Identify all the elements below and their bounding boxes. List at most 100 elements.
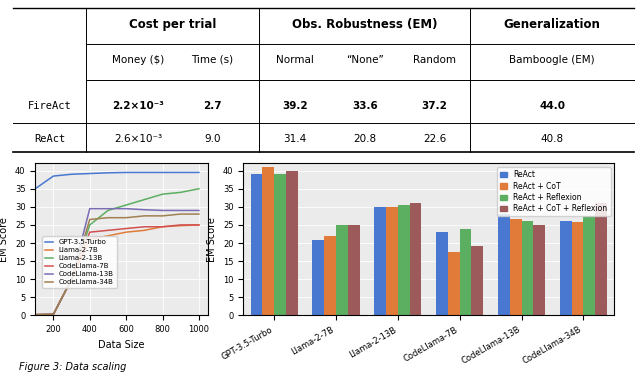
GPT-3.5-Turbo — [141, 170, 148, 175]
GPT-3.5-Turbo — [195, 170, 203, 175]
CodeLlama-13B — [104, 206, 112, 211]
CodeLlama-7B — [86, 230, 93, 234]
CodeLlama-34B — [104, 215, 112, 220]
Llama-2-13B — [195, 187, 203, 191]
Llama-2-7B — [177, 223, 184, 228]
Llama-2-7B — [68, 277, 76, 282]
Text: 2.6×10⁻³: 2.6×10⁻³ — [114, 134, 163, 144]
Text: 31.4: 31.4 — [284, 134, 307, 144]
CodeLlama-34B — [177, 212, 184, 216]
Llama-2-13B — [177, 190, 184, 195]
Text: Time (s): Time (s) — [191, 55, 234, 65]
Bar — [522, 221, 533, 315]
CodeLlama-13B — [122, 206, 130, 211]
Text: ReAct: ReAct — [34, 134, 65, 144]
CodeLlama-34B — [141, 214, 148, 218]
CodeLlama-7B — [68, 277, 76, 282]
Bar — [498, 214, 510, 315]
CodeLlama-13B — [68, 277, 76, 282]
CodeLlama-7B — [177, 223, 184, 227]
Bar — [572, 222, 584, 315]
CodeLlama-7B — [104, 228, 112, 233]
Text: 9.0: 9.0 — [204, 134, 221, 144]
CodeLlama-34B — [86, 217, 93, 222]
CodeLlama-34B — [31, 312, 39, 317]
Llama-2-7B — [159, 225, 166, 229]
GPT-3.5-Turbo — [104, 171, 112, 175]
Text: 2.2×10⁻³: 2.2×10⁻³ — [112, 101, 164, 111]
CodeLlama-7B — [31, 312, 39, 317]
Bar — [336, 225, 348, 315]
Y-axis label: EM Score: EM Score — [207, 217, 218, 262]
Llama-2-7B — [86, 237, 93, 242]
Bar — [251, 174, 262, 315]
Llama-2-7B — [31, 312, 39, 317]
Llama-2-7B — [195, 223, 203, 227]
Y-axis label: EM Score: EM Score — [0, 217, 10, 262]
CodeLlama-34B — [159, 214, 166, 218]
Bar — [533, 225, 545, 315]
CodeLlama-7B — [49, 312, 57, 317]
Text: 39.2: 39.2 — [282, 101, 308, 111]
CodeLlama-34B — [195, 212, 203, 216]
Text: 2.7: 2.7 — [204, 101, 222, 111]
Line: Llama-2-13B: Llama-2-13B — [35, 189, 199, 315]
Bar — [584, 216, 595, 315]
CodeLlama-34B — [68, 277, 76, 282]
Line: GPT-3.5-Turbo: GPT-3.5-Turbo — [35, 173, 199, 189]
Bar — [460, 229, 472, 315]
CodeLlama-13B — [86, 206, 93, 211]
CodeLlama-13B — [31, 312, 39, 317]
CodeLlama-34B — [122, 215, 130, 220]
Llama-2-13B — [68, 277, 76, 282]
Text: 20.8: 20.8 — [353, 134, 376, 144]
Bar — [510, 220, 522, 315]
Llama-2-7B — [141, 228, 148, 233]
Text: 33.6: 33.6 — [352, 101, 378, 111]
CodeLlama-7B — [122, 226, 130, 231]
Bar — [398, 205, 410, 315]
Bar — [560, 221, 572, 315]
Bar — [348, 225, 360, 315]
Bar — [274, 174, 286, 315]
Text: “None”: “None” — [346, 55, 383, 65]
Llama-2-7B — [49, 312, 57, 317]
Llama-2-13B — [122, 203, 130, 207]
Llama-2-13B — [141, 197, 148, 202]
GPT-3.5-Turbo — [49, 174, 57, 178]
CodeLlama-13B — [159, 208, 166, 213]
Bar — [286, 171, 298, 315]
GPT-3.5-Turbo — [86, 171, 93, 176]
Bar — [472, 245, 483, 315]
GPT-3.5-Turbo — [68, 172, 76, 177]
Bar — [374, 207, 386, 315]
Llama-2-7B — [122, 230, 130, 234]
Bar — [324, 236, 336, 315]
Line: CodeLlama-7B: CodeLlama-7B — [35, 225, 199, 315]
Bar — [595, 203, 607, 315]
CodeLlama-34B — [49, 312, 57, 317]
CodeLlama-13B — [141, 207, 148, 212]
Llama-2-13B — [31, 312, 39, 317]
GPT-3.5-Turbo — [122, 170, 130, 175]
CodeLlama-7B — [159, 225, 166, 229]
GPT-3.5-Turbo — [31, 187, 39, 191]
Line: CodeLlama-13B: CodeLlama-13B — [35, 209, 199, 315]
CodeLlama-7B — [141, 225, 148, 229]
CodeLlama-13B — [195, 208, 203, 213]
Bar — [436, 232, 448, 315]
GPT-3.5-Turbo — [159, 170, 166, 175]
Text: Cost per trial: Cost per trial — [129, 18, 216, 32]
Bar — [448, 252, 460, 315]
Text: Money ($): Money ($) — [112, 55, 164, 65]
Llama-2-7B — [104, 233, 112, 238]
Text: Generalization: Generalization — [504, 18, 600, 32]
Llama-2-13B — [86, 223, 93, 227]
Text: Obs. Robustness (EM): Obs. Robustness (EM) — [292, 18, 438, 32]
Bar — [410, 203, 421, 315]
Llama-2-13B — [159, 192, 166, 196]
X-axis label: Data Size: Data Size — [99, 340, 145, 350]
Llama-2-13B — [104, 208, 112, 213]
Line: CodeLlama-34B: CodeLlama-34B — [35, 214, 199, 315]
Text: Figure 3: Data scaling: Figure 3: Data scaling — [19, 363, 127, 372]
